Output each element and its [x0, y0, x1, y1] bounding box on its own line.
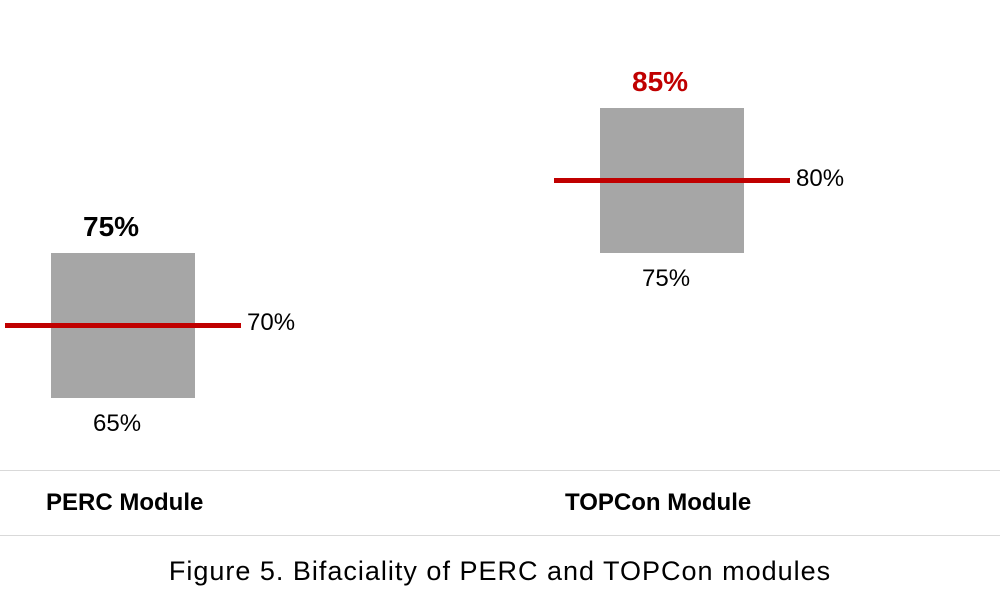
figure-canvas: 75% 70% 65% 85% 80% 75% PERC Module TOPC… [0, 0, 1000, 614]
bottom-value-label: 75% [642, 265, 690, 293]
chart-column-topcon: 85% 80% 75% [0, 0, 1000, 470]
median-line [554, 178, 790, 183]
figure-caption: Figure 5. Bifaciality of PERC and TOPCon… [0, 556, 1000, 587]
axis-label-perc: PERC Module [46, 489, 203, 517]
top-value-label: 85% [632, 66, 688, 98]
mid-value-label: 80% [796, 165, 844, 193]
axis-label-topcon: TOPCon Module [565, 489, 751, 517]
axis-band: PERC Module TOPCon Module [0, 470, 1000, 536]
